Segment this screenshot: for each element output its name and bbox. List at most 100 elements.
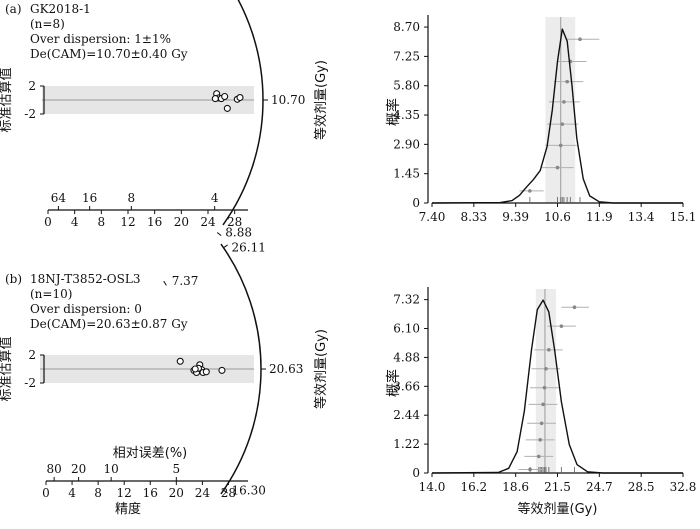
estimate-point [536, 454, 541, 459]
x-tick-label: 20 [174, 215, 189, 229]
estimate-point [542, 385, 547, 390]
data-point [202, 368, 210, 376]
y-axis-label: 概率 [385, 369, 402, 397]
y-tick-label: 4.88 [393, 350, 420, 364]
y-tick-label: 0 [412, 196, 420, 210]
x-tick-label: 13.4 [628, 210, 655, 224]
x-tick-label: 28 [227, 215, 242, 229]
arc-tick [216, 232, 222, 237]
y-tick-label: 1.22 [393, 437, 420, 451]
kde-curve [431, 299, 683, 474]
y-tick-label: 1.45 [393, 167, 420, 181]
x-axis-label: 精度 [115, 501, 141, 517]
arc-axis-label: 等效剂量(Gy) [313, 329, 329, 409]
top-axis-label: 相对误差(%) [113, 446, 188, 461]
data-point [223, 104, 231, 112]
x-tick-label: 12 [117, 486, 132, 500]
estimate-point [555, 165, 560, 170]
x-tick-label: 7.40 [419, 210, 446, 224]
n-text: (n=10) [30, 287, 72, 301]
data-point [221, 92, 229, 101]
y-tick-label: 7.25 [393, 49, 420, 63]
y-tick-label: 2 [28, 348, 36, 362]
estimate-point [560, 122, 565, 126]
y-tick-label: 8.70 [393, 20, 420, 34]
data-point [218, 366, 226, 374]
y-tick-label: 2.44 [393, 408, 420, 422]
x-tick-label: 16.2 [460, 480, 487, 494]
radial-plot-a: 15.5312.8910.708.887.37等效剂量(Gy)2-2标准估算值0… [0, 0, 329, 288]
y-tick-label: -2 [24, 376, 36, 390]
arc-tick-label: 26.11 [232, 241, 266, 255]
estimate-point [541, 402, 545, 407]
estimate-point [558, 143, 563, 148]
estimate-point [528, 189, 532, 193]
arc-tick-label: 16.30 [232, 483, 266, 497]
data-point [191, 365, 199, 373]
x-tick-label: 4 [68, 486, 76, 500]
x-tick-label: 0 [42, 486, 50, 500]
x-tick-label: 24.7 [586, 480, 613, 494]
x-tick-label: 20 [169, 486, 184, 500]
arc-tick [223, 244, 228, 249]
panel-label: (b) [5, 272, 22, 286]
panel-label: (a) [5, 2, 22, 16]
y-tick-label: 6.10 [393, 322, 420, 336]
ci-band [535, 289, 557, 473]
x-tick-label: 8.33 [460, 210, 487, 224]
x-tick-label: 24 [200, 215, 216, 229]
estimate-point [578, 37, 582, 41]
estimate-point [539, 421, 544, 426]
y-axis-label: 概率 [385, 98, 402, 126]
x-tick-label: 16 [147, 215, 162, 229]
x-tick-label: 18.6 [502, 480, 529, 494]
estimate-point [544, 366, 548, 371]
x-tick-label: 15.1 [670, 210, 697, 224]
x-tick-label: 0 [44, 215, 52, 229]
x-tick-label: 8 [94, 486, 102, 500]
overdispersion-text: Over dispersion: 1±1% [30, 32, 171, 46]
y-tick-label: 3.66 [393, 379, 420, 393]
x-tick-label: 12 [120, 215, 135, 229]
y-tick-label: 2 [28, 79, 36, 93]
arc-tick-label: 8.88 [225, 226, 252, 240]
x-tick-label: 32.8 [670, 480, 697, 494]
y-tick-label: 0 [412, 466, 420, 480]
x-tick-label: 16 [143, 486, 158, 500]
arc-tick-label: 10.70 [271, 93, 305, 107]
x-tick-label: 9.39 [502, 210, 529, 224]
top-tick-label: 16 [82, 191, 97, 205]
estimate-point [559, 324, 564, 328]
data-point [176, 357, 184, 365]
kde-plot-a: 7.40 8.33 9.39 10.6 11.9 13.4 15.1 0 1.45 2.90 4.3… [385, 15, 696, 224]
y-tick-label: -2 [24, 107, 36, 121]
top-tick-label: 64 [51, 191, 67, 205]
estimate-point [562, 100, 566, 104]
estimate-point [538, 438, 542, 442]
top-tick-label: 8 [128, 191, 136, 205]
arc-tick [223, 489, 228, 494]
overdispersion-text: Over dispersion: 0 [30, 302, 142, 316]
arc-tick [163, 280, 167, 286]
y-axis-label: 标准估算值 [0, 67, 14, 132]
x-tick-label: 11.9 [586, 210, 613, 224]
top-tick-label: 80 [47, 462, 62, 476]
x-tick-label: 8 [98, 215, 106, 229]
estimate-point [565, 79, 569, 84]
sample-name: 18NJ-T3852-OSL3 [30, 272, 140, 286]
radial-plot-b: 26.11 20.63 16.30 等效剂量(Gy) 2 -2 标准估算值 0 4 8 12 16 20… [0, 241, 329, 517]
de-text: De(CAM)=10.70±0.40 Gy [30, 47, 188, 61]
estimate-point [572, 305, 577, 310]
top-tick-label: 4 [211, 191, 219, 205]
y-axis-label: 标准估算值 [0, 336, 14, 401]
y-tick-label: 4.35 [393, 108, 420, 122]
top-tick-label: 5 [173, 462, 181, 476]
x-tick-label: 28 [221, 486, 236, 500]
arc-tick-label: 7.37 [172, 274, 199, 288]
y-tick-label: 7.32 [393, 293, 420, 307]
y-tick-label: 5.80 [393, 79, 420, 93]
data-point [211, 95, 219, 103]
x-tick-label: 28.5 [628, 480, 655, 494]
kde-plot-b: 14.0 16.2 18.6 21.5 24.7 28.5 32.8 0 1.22 2.44 3.6… [385, 287, 696, 517]
